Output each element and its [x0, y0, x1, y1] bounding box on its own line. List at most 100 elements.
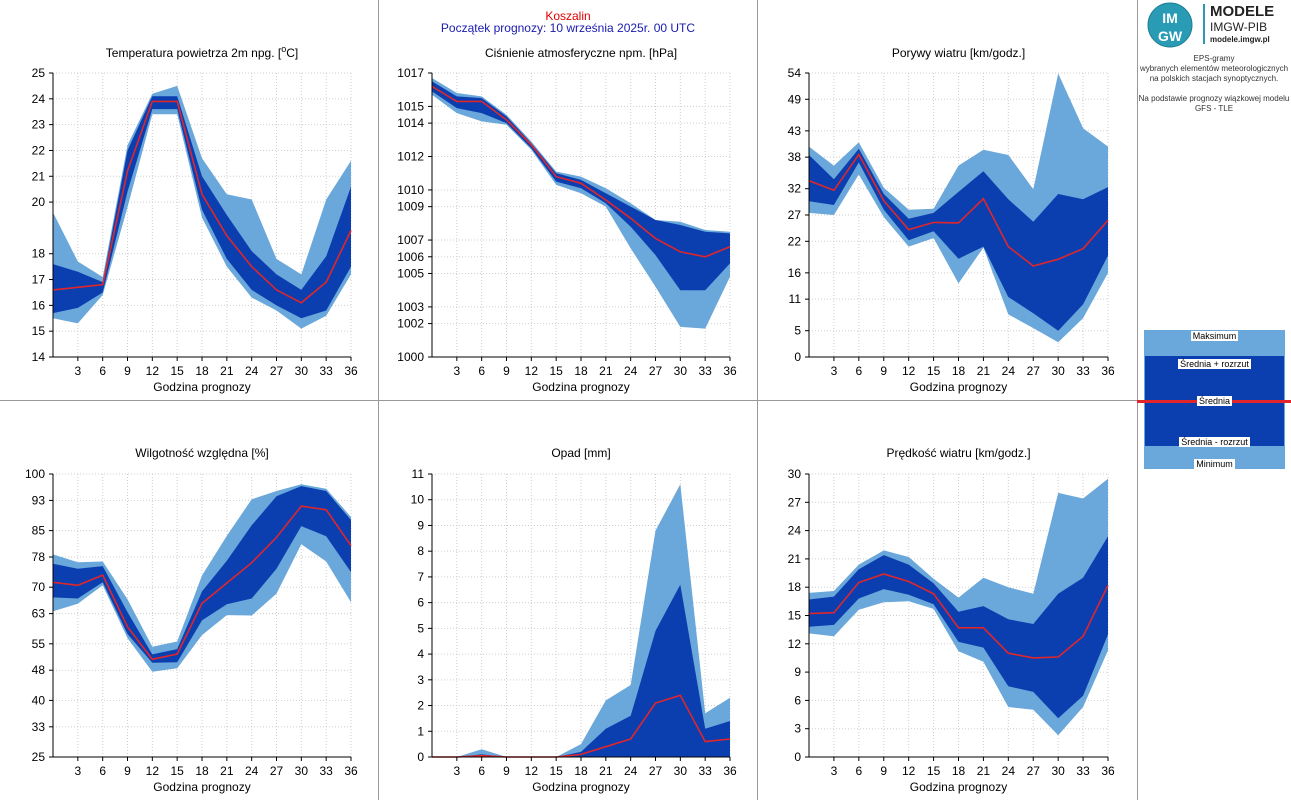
y-tick-label: 1 [417, 724, 424, 738]
x-tick-label: 12 [146, 764, 160, 778]
mean-line [808, 573, 1109, 659]
y-tick-label: 33 [32, 720, 46, 734]
y-tick-label: 12 [788, 637, 802, 651]
y-tick-label: 17 [32, 273, 46, 287]
y-tick-label: 25 [32, 750, 46, 764]
y-tick-label: 11 [412, 467, 425, 481]
x-tick-label: 18 [952, 764, 966, 778]
x-tick-label: 3 [453, 364, 460, 378]
x-tick-label: 9 [503, 764, 510, 778]
x-tick-label: 3 [453, 764, 460, 778]
x-tick-label: 12 [525, 764, 539, 778]
x-axis-label: Godzina prognozy [153, 380, 250, 394]
x-tick-label: 30 [1051, 764, 1065, 778]
x-tick-label: 6 [99, 764, 106, 778]
y-tick-label: 3 [417, 673, 424, 687]
x-tick-label: 36 [1101, 364, 1115, 378]
chart-temperature: Temperatura powietrza 2m npg. [oC] 14 15 16… [32, 44, 358, 394]
y-tick-label: 9 [794, 665, 801, 679]
mean-line [52, 505, 352, 661]
y-tick-label: 43 [788, 124, 802, 138]
mean-line [431, 85, 731, 258]
x-tick-label: 3 [831, 764, 838, 778]
x-tick-label: 9 [880, 764, 887, 778]
description: EPS-gramy wybranych elementów meteorolog… [1137, 54, 1291, 114]
chart-humidity: Wilgotność względna [%]25334048556370788… [25, 446, 358, 794]
y-tick-label: 27 [788, 495, 802, 509]
x-tick-label: 9 [880, 364, 887, 378]
x-tick-label: 27 [649, 764, 663, 778]
legend-mean-minus: Średnia - rozrzut [1179, 437, 1250, 447]
x-tick-label: 27 [270, 364, 284, 378]
x-tick-label: 30 [1051, 364, 1065, 378]
y-tick-label: 0 [417, 750, 424, 764]
x-tick-label: 24 [1002, 364, 1016, 378]
x-axis-label: Godzina prognozy [153, 780, 250, 794]
logo-subtitle: IMGW-PIB [1210, 20, 1268, 34]
legend-max: Maksimum [1190, 331, 1239, 341]
legend-min: Minimum [1194, 459, 1235, 469]
x-tick-label: 15 [170, 764, 184, 778]
x-tick-label: 33 [319, 364, 333, 378]
y-tick-label: 54 [788, 66, 802, 80]
x-axis-label: Godzina prognozy [532, 380, 629, 394]
x-tick-label: 21 [220, 764, 234, 778]
chart-wind-gusts: Porywy wiatru [km/godz.] 0 5 11 16 22 27 32 38 43… [788, 46, 1115, 394]
x-tick-label: 12 [146, 364, 160, 378]
legend: Maksimum Średnia + rozrzut Średnia Średn… [1137, 330, 1291, 469]
row-divider [0, 400, 1137, 401]
mean-line [52, 100, 352, 304]
chart-title: Wilgotność względna [%] [135, 446, 268, 460]
x-tick-label: 30 [674, 364, 688, 378]
y-tick-label: 5 [794, 324, 801, 338]
logo-badge-bottom: GW [1158, 28, 1183, 44]
y-tick-label: 3 [794, 722, 801, 736]
y-tick-label: 6 [794, 693, 801, 707]
y-tick-label: 49 [788, 92, 802, 106]
x-tick-label: 36 [1101, 764, 1115, 778]
y-tick-label: 6 [417, 596, 424, 610]
y-tick-label: 30 [788, 467, 802, 481]
x-tick-label: 36 [344, 364, 358, 378]
band-spread [53, 96, 351, 319]
y-tick-label: 2 [417, 699, 424, 713]
x-tick-label: 3 [831, 364, 838, 378]
y-tick-label: 14 [32, 350, 46, 364]
chart-pressure: Ciśnienie atmosferyczne npm. [hPa] 1000 10… [397, 46, 737, 394]
x-tick-label: 21 [599, 364, 613, 378]
x-tick-label: 21 [977, 764, 991, 778]
y-tick-label: 1006 [397, 250, 424, 264]
y-tick-label: 15 [788, 609, 802, 623]
x-tick-label: 6 [855, 764, 862, 778]
band-min-max [432, 78, 730, 329]
y-tick-label: 78 [32, 550, 46, 564]
x-tick-label: 18 [574, 364, 588, 378]
x-tick-label: 21 [977, 364, 991, 378]
x-tick-label: 18 [952, 364, 966, 378]
x-tick-label: 12 [902, 364, 916, 378]
y-tick-label: 1009 [397, 200, 424, 214]
x-tick-label: 9 [124, 364, 131, 378]
y-tick-label: 25 [32, 66, 46, 80]
forecast-start: Początek prognozy: 10 września 2025r. 00… [440, 21, 696, 35]
x-tick-label: 9 [124, 764, 131, 778]
x-tick-label: 27 [270, 764, 284, 778]
chart-title: Ciśnienie atmosferyczne npm. [hPa] [485, 46, 677, 60]
desc-line-1: EPS-gramy [1193, 54, 1235, 63]
x-tick-label: 33 [698, 364, 712, 378]
y-tick-label: 1015 [397, 99, 424, 113]
x-tick-label: 15 [170, 364, 184, 378]
y-tick-label: 1002 [397, 317, 424, 331]
x-tick-label: 27 [1027, 364, 1041, 378]
y-tick-label: 1012 [397, 150, 424, 164]
x-tick-label: 6 [99, 364, 106, 378]
x-tick-label: 15 [549, 764, 563, 778]
y-tick-label: 22 [788, 234, 802, 248]
y-tick-label: 24 [32, 92, 46, 106]
x-tick-label: 24 [245, 764, 259, 778]
logo-title: MODELE [1210, 3, 1275, 20]
station-name: Koszalin [545, 9, 591, 23]
x-tick-label: 24 [624, 364, 638, 378]
legend-mean-plus: Średnia + rozrzut [1178, 359, 1251, 369]
y-tick-label: 40 [32, 693, 46, 707]
